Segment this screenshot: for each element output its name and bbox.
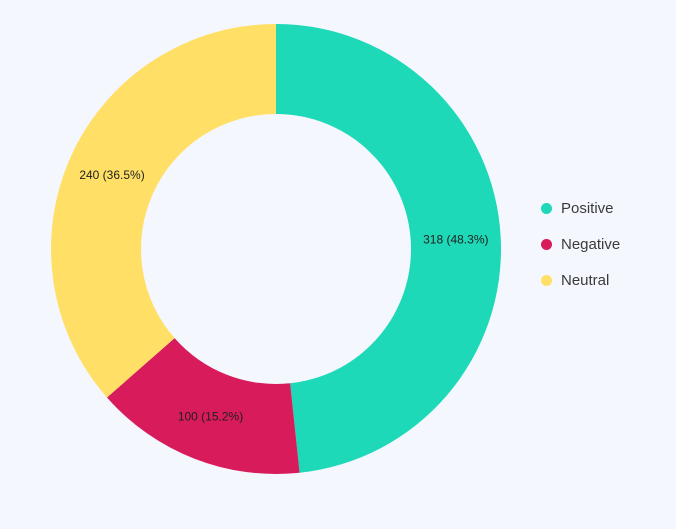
legend-swatch-positive [541,202,552,214]
legend-label-positive: Positive [561,199,614,217]
slices-group [51,24,502,474]
legend-label-neutral: Neutral [561,271,610,289]
data-label-neutral: 240 (36.5%) [79,168,144,182]
slice-negative[interactable] [106,338,300,474]
legend-swatch-neutral [541,274,552,286]
legend-label-negative: Negative [561,235,621,253]
slice-positive[interactable] [276,24,502,473]
legend-item-neutral[interactable]: Neutral [541,270,671,290]
data-labels-group: 318 (48.3%) 100 (15.2%) 240 (36.5%) [79,168,488,424]
data-label-negative: 100 (15.2%) [178,410,243,424]
data-label-positive: 318 (48.3%) [423,233,488,247]
slice-neutral[interactable] [51,24,276,398]
legend: Positive Negative Neutral [541,198,671,306]
legend-item-negative[interactable]: Negative [541,234,671,254]
legend-item-positive[interactable]: Positive [541,198,671,218]
legend-swatch-negative [541,238,552,250]
